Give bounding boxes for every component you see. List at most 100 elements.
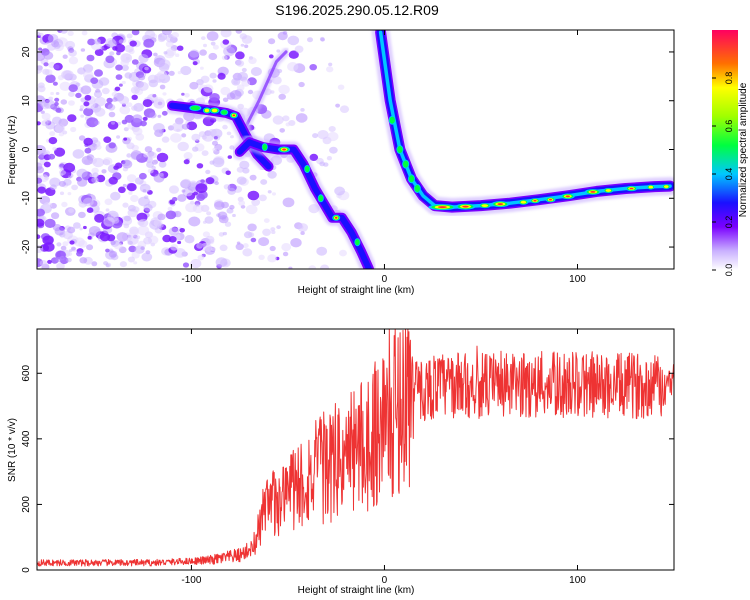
snr-x-axis-label: Height of straight line (km) xyxy=(298,585,415,596)
spectrogram-noise-blob xyxy=(94,120,100,126)
spectrogram-noise-blob xyxy=(47,34,59,43)
spectrogram-noise-blob xyxy=(94,48,104,57)
spectrogram-noise-blob xyxy=(83,70,94,80)
spectrogram-y-ticks: -20 -10 0 10 20 xyxy=(21,46,674,254)
spectrogram-noise-blob xyxy=(127,240,133,245)
spectrogram-noise-blob xyxy=(116,232,129,242)
spectrogram-noise-blob xyxy=(328,126,336,132)
spectrogram-noise-blob xyxy=(210,41,216,46)
spectrogram-noise-blob xyxy=(171,31,179,39)
spectrogram-noise-blob xyxy=(222,231,227,236)
spectrogram-noise-blob xyxy=(300,108,305,112)
spectrogram-noise-blob xyxy=(121,64,129,71)
spectrogram-noise-blob xyxy=(138,54,149,63)
spectrogram-noise-blob xyxy=(138,196,150,207)
spectrogram-noise-blob xyxy=(121,119,128,125)
snr-series-line xyxy=(37,329,674,567)
spectrogram-noise-blob xyxy=(278,84,290,95)
spectrogram-noise-blob xyxy=(238,200,246,207)
spectrogram-y-tick-label: 0 xyxy=(21,146,32,152)
spectrogram-hotspot xyxy=(481,204,489,208)
spectrogram-noise-blob xyxy=(230,135,234,139)
snr-frame xyxy=(36,328,675,571)
spectrogram-noise-blob xyxy=(109,51,115,56)
spectrogram-noise-blob xyxy=(67,30,74,36)
spectrogram-hotspot xyxy=(262,144,268,151)
spectrogram-noise-blob xyxy=(61,201,68,208)
spectrogram-noise-blob xyxy=(47,259,52,264)
spectrogram-noise-blob xyxy=(158,161,167,168)
spectrogram-noise-blob xyxy=(92,172,99,178)
spectrogram-noise-blob xyxy=(208,128,217,136)
spectrogram-noise-blob xyxy=(52,81,58,86)
spectrogram-noise-blob xyxy=(168,70,175,76)
spectrogram-noise-blob xyxy=(230,90,242,100)
spectrogram-noise-blob xyxy=(158,59,171,70)
spectrogram-noise-blob xyxy=(326,156,332,161)
spectrogram-noise-blob xyxy=(165,48,176,57)
spectrogram-noise-blob xyxy=(108,250,118,258)
spectrogram-noise-blob xyxy=(58,180,66,187)
colorbar-tick-label: 0.4 xyxy=(724,168,734,181)
spectrogram-noise-blob xyxy=(202,231,210,238)
spectrogram-noise-blob xyxy=(134,76,139,81)
spectrogram-noise-blob xyxy=(116,135,121,139)
snr-x-tick-label: 100 xyxy=(569,575,586,586)
spectrogram-noise-blob xyxy=(281,243,292,252)
spectrogram-noise-blob xyxy=(189,81,199,90)
spectrogram-hotspot xyxy=(629,187,634,190)
spectrogram-noise-blob xyxy=(110,240,116,246)
spectrogram-noise-blob xyxy=(282,197,295,208)
spectrogram-noise-blob xyxy=(276,225,281,230)
spectrogram-noise-blob xyxy=(258,194,267,202)
spectrogram-noise-blob xyxy=(205,235,215,244)
spectrogram-noise-blob xyxy=(276,49,281,53)
spectrogram-noise-blob xyxy=(269,245,276,252)
spectrogram-noise-blob xyxy=(339,105,350,113)
spectrogram-noise-blob xyxy=(177,141,189,152)
spectrogram-x-tick-label: 0 xyxy=(382,274,388,285)
spectrogram-noise-blob xyxy=(144,66,149,71)
spectrogram-noise-blob xyxy=(144,146,153,153)
spectrogram-hotspot xyxy=(211,108,218,113)
spectrogram-hotspot xyxy=(497,203,504,206)
spectrogram-noise-blob xyxy=(54,124,66,133)
spectrogram-noise-blob xyxy=(143,153,149,158)
spectrogram-noise-blob xyxy=(101,169,107,174)
spectrogram-noise-blob xyxy=(161,136,170,143)
spectrogram-noise-blob xyxy=(76,251,83,257)
spectrogram-noise-blob xyxy=(267,190,272,194)
spectrogram-noise-blob xyxy=(37,121,41,126)
spectrogram-noise-blob xyxy=(42,68,50,75)
spectrogram-noise-blob xyxy=(168,236,177,243)
spectrogram-noise-blob xyxy=(124,44,134,53)
spectrogram-noise-blob xyxy=(245,204,258,215)
spectrogram-x-ticks: -100 0 100 xyxy=(181,30,586,285)
spectrogram-noise-blob xyxy=(59,191,65,196)
spectrogram-noise-blob xyxy=(172,197,178,202)
spectrogram-noise-blob xyxy=(108,176,118,185)
spectrogram-noise-blob xyxy=(86,117,99,128)
spectrogram-noise-blob xyxy=(287,35,300,46)
spectrogram-noise-blob xyxy=(59,255,65,261)
spectrogram-noise-blob xyxy=(195,183,208,194)
spectrogram-hotspot xyxy=(389,116,395,124)
spectrogram-noise-blob xyxy=(128,191,133,195)
spectrogram-noise-blob xyxy=(181,92,185,96)
spectrogram-noise-blob xyxy=(184,235,195,244)
spectrogram-noise-blob xyxy=(56,262,65,269)
spectrogram-plot-area xyxy=(37,30,674,269)
colorbar-gradient xyxy=(712,30,738,270)
spectrogram-noise-blob xyxy=(165,210,177,220)
spectrogram-noise-blob xyxy=(200,75,210,84)
spectrogram-noise-blob xyxy=(119,105,131,115)
spectrogram-noise-blob xyxy=(206,31,219,41)
spectrogram-noise-blob xyxy=(188,216,201,227)
spectrogram-noise-blob xyxy=(107,120,119,130)
snr-y-axis-label: SNR (10 * v/v) xyxy=(7,418,18,482)
spectrogram-noise-blob xyxy=(62,54,68,59)
spectrogram-noise-blob xyxy=(71,184,78,191)
spectrogram-noise-blob xyxy=(182,262,190,268)
spectrogram-noise-blob xyxy=(104,198,113,206)
spectrogram-traces-layer xyxy=(164,30,674,269)
